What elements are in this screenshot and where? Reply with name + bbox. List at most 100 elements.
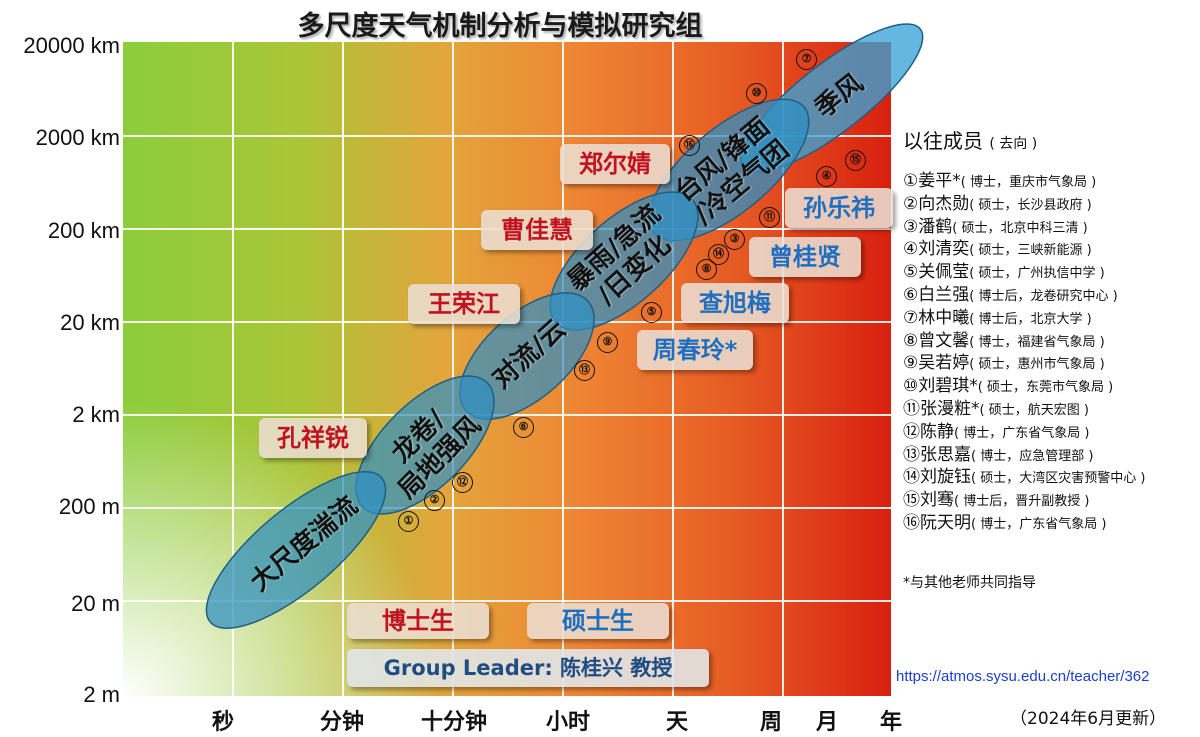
- marker-16: ⑯: [679, 135, 700, 156]
- alumni-name: ⑭刘旋钰: [903, 467, 971, 488]
- grid-line-vertical: [452, 42, 454, 696]
- alumni-detail: ( 博士，福建省气象局 ): [969, 334, 1105, 350]
- alumni-name: ⑮刘骞: [903, 490, 954, 511]
- alumni-name: ①姜平*: [903, 171, 961, 191]
- alumni-detail: ( 硕士，大湾区灾害预警中心 ): [971, 471, 1146, 487]
- alumni-item: ⑪张漫粧*( 硕士，航天宏图 ): [903, 394, 1200, 419]
- alumni-name: ⑯阮天明: [903, 512, 971, 533]
- x-tick-year: 年: [879, 710, 902, 735]
- grid-line-vertical: [232, 42, 234, 696]
- grid-line-vertical: [562, 42, 564, 696]
- alumni-item: ②向杰勋( 硕士，长沙县政府 ): [903, 189, 1200, 214]
- y-tick-20m: 20 m: [71, 591, 120, 616]
- marker-13: ⑬: [574, 360, 595, 381]
- x-tick-week: 周: [759, 710, 782, 735]
- alumni-item: ⑬张思嘉( 博士，应急管理部 ): [903, 440, 1200, 465]
- alumni-name: ②向杰勋: [903, 193, 970, 214]
- alumni-detail: ( 硕士，三峡新能源 ): [969, 243, 1092, 259]
- y-tick-2000km: 2000 km: [35, 125, 120, 150]
- alumni-name: ⑪张漫粧*: [903, 398, 980, 419]
- student-box: 孙乐祎: [785, 188, 893, 228]
- alumni-item: ⑮刘骞( 博士后，晋升副教授 ): [903, 485, 1200, 511]
- grid-line-vertical: [342, 42, 344, 696]
- alumni-detail: ( 博士后，龙卷研究中心 ): [969, 288, 1118, 304]
- grid-line-vertical: [782, 42, 784, 696]
- marker-7: ⑦: [796, 49, 817, 70]
- alumni-detail: ( 博士，应急管理部 ): [971, 448, 1094, 464]
- marker-14: ⑭: [708, 244, 729, 265]
- alumni-detail: ( 硕士，惠州市气象局 ): [969, 357, 1105, 373]
- alumni-item: ⑨吴若婷( 硕士，惠州市气象局 ): [903, 348, 1200, 373]
- x-tick-ten-minutes: 十分钟: [420, 710, 487, 735]
- alumni-name: ⑤关佩莹: [903, 262, 970, 283]
- marker-5: ⑤: [641, 302, 662, 323]
- student-box: 孔祥锐: [259, 418, 367, 458]
- page-title: 多尺度天气机制分析与模拟研究组: [297, 11, 703, 42]
- teacher-page-link[interactable]: https://atmos.sysu.edu.cn/teacher/362: [896, 668, 1150, 685]
- marker-11: ⑪: [759, 207, 780, 228]
- grid-line-horizontal: [123, 507, 891, 509]
- alumni-detail: ( 博士，广东省气象局 ): [971, 516, 1107, 532]
- alumni-item: ⑧曾文馨( 博士，福建省气象局 ): [903, 326, 1200, 351]
- alumni-title: 以往成员 ( 去向 ): [903, 125, 1037, 154]
- y-tick-200m: 200 m: [58, 494, 120, 519]
- marker-2: ②: [424, 490, 445, 511]
- student-box: 周春玲*: [637, 330, 753, 370]
- alumni-name: ④刘清奕: [903, 239, 970, 260]
- grid-line-horizontal: [123, 414, 891, 416]
- co-supervision-note: *与其他老师共同指导: [903, 575, 1036, 591]
- alumni-name: ⑫陈静: [903, 421, 954, 442]
- alumni-detail: ( 硕士，东莞市气象局 ): [977, 380, 1114, 396]
- marker-6: ⑥: [513, 417, 534, 438]
- student-box: 曹佳慧: [481, 210, 593, 250]
- alumni-detail: ( 博士，广东省气象局 ): [954, 425, 1090, 441]
- alumni-name: ⑦林中曦: [903, 307, 970, 328]
- marker-15: ⑮: [845, 150, 866, 171]
- x-tick-month: 月: [815, 710, 838, 735]
- alumni-item: ⑯阮天明( 博士，广东省气象局 ): [903, 508, 1200, 533]
- alumni-detail: ( 硕士，广州执信中学 ): [969, 266, 1105, 282]
- alumni-name: ③潘鹤: [903, 216, 953, 237]
- legend-master: 硕士生: [527, 603, 669, 639]
- alumni-title-text: 以往成员: [903, 129, 983, 153]
- marker-10: ⑩: [746, 83, 767, 104]
- grid-line-horizontal: [123, 135, 891, 137]
- x-tick-minute: 分钟: [319, 710, 364, 735]
- alumni-item: ⑥白兰强( 博士后，龙卷研究中心 ): [903, 280, 1200, 305]
- y-tick-200km: 200 km: [47, 218, 120, 243]
- marker-9: ⑨: [597, 332, 618, 353]
- student-box: 曾桂贤: [749, 237, 861, 277]
- alumni-item: ⑩刘碧琪*( 硕士，东莞市气象局 ): [903, 371, 1200, 397]
- alumni-detail: ( 博士后，北京大学 ): [969, 311, 1092, 327]
- x-tick-hour: 小时: [545, 710, 590, 735]
- alumni-item: ⑦林中曦( 博士后，北京大学 ): [903, 303, 1200, 328]
- alumni-title-sub: ( 去向 ): [989, 136, 1038, 152]
- student-box: 郑尔婧: [560, 144, 670, 184]
- alumni-detail: ( 硕士，北京中科三清 ): [952, 220, 1088, 236]
- alumni-item: ⑭刘旋钰( 硕士，大湾区灾害预警中心 ): [903, 462, 1200, 488]
- alumni-list: ①姜平*( 博士，重庆市气象局 ) ②向杰勋( 硕士，长沙县政府 ) ③潘鹤( …: [903, 166, 1200, 533]
- y-tick-2m: 2 m: [83, 682, 120, 707]
- marker-12: ⑫: [452, 472, 473, 493]
- alumni-item: ①姜平*( 博士，重庆市气象局 ): [903, 166, 1200, 191]
- alumni-name: ⑩刘碧琪*: [903, 376, 978, 397]
- marker-8: ⑧: [696, 259, 717, 280]
- alumni-detail: ( 博士后，晋升副教授 ): [954, 494, 1090, 510]
- alumni-item: ⑤关佩莹( 硕士，广州执信中学 ): [903, 257, 1200, 283]
- x-tick-day: 天: [665, 710, 688, 735]
- alumni-detail: ( 硕士，航天宏图 ): [979, 402, 1089, 418]
- alumni-detail: ( 硕士，长沙县政府 ): [969, 197, 1092, 213]
- update-date: （2024年6月更新）: [1010, 709, 1167, 729]
- marker-4: ④: [816, 166, 837, 187]
- grid-line-horizontal: [123, 600, 891, 602]
- marker-3: ③: [724, 229, 745, 250]
- y-tick-20km: 20 km: [60, 310, 120, 335]
- alumni-name: ⑬张思嘉: [903, 444, 971, 465]
- alumni-item: ⑫陈静( 博士，广东省气象局 ): [903, 417, 1200, 442]
- alumni-name: ⑧曾文馨: [903, 330, 970, 351]
- alumni-name: ⑥白兰强: [903, 284, 970, 305]
- x-tick-second: 秒: [211, 710, 234, 735]
- group-leader-box: Group Leader: 陈桂兴 教授: [347, 649, 709, 687]
- student-box: 王荣江: [408, 284, 520, 324]
- alumni-item: ③潘鹤( 硕士，北京中科三清 ): [903, 212, 1200, 237]
